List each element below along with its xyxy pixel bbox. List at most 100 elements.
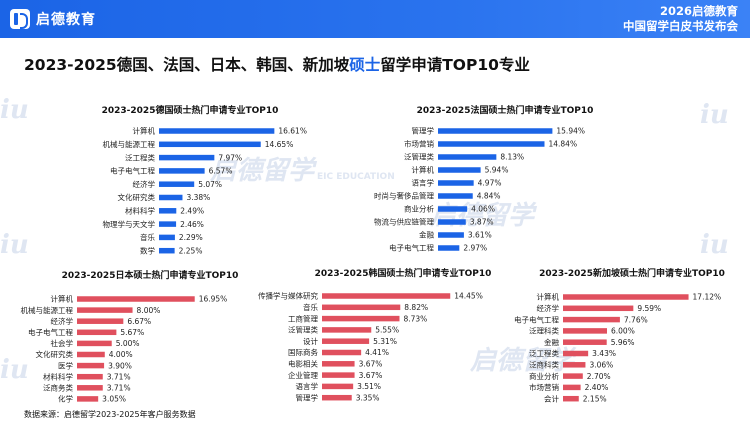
data-label: 5.67%: [120, 328, 144, 337]
data-label: 4.97%: [478, 179, 502, 188]
bar: [322, 394, 352, 401]
category-label: 医学: [58, 360, 73, 370]
category-label: 物流与供应链管理: [374, 217, 434, 227]
data-label: 2.29%: [179, 233, 203, 242]
category-label: 会计: [544, 393, 559, 403]
category-label: 电子电气工程: [28, 327, 73, 337]
bar: [322, 315, 400, 322]
category-label: 文化研究类: [118, 192, 156, 202]
data-label: 5.94%: [485, 166, 509, 175]
chart-title: 2023-2025日本硕士热门申请专业TOP10: [62, 269, 239, 281]
bar: [563, 395, 579, 402]
bar: [563, 328, 607, 334]
category-label: 音乐: [140, 232, 155, 242]
bar: [322, 304, 401, 311]
category-label: 企业管理: [288, 370, 318, 380]
chart-4: 2023-2025新加坡硕士热门申请专业TOP10 计算机 17.12% 经济学 9.5…: [514, 267, 725, 403]
category-label: 商业分析: [529, 371, 559, 381]
data-label: 4.41%: [365, 348, 389, 357]
category-label: 音乐: [303, 302, 318, 312]
chart-title: 2023-2025德国硕士热门申请专业TOP10: [102, 104, 279, 116]
category-label: 管理学: [296, 392, 319, 402]
category-label: 社会学: [51, 338, 74, 348]
chart-3: 2023-2025韩国硕士热门申请专业TOP10 传播学与媒体研究 14.45% 音乐…: [258, 267, 491, 402]
data-label: 17.12%: [693, 293, 722, 302]
data-label: 6.57%: [209, 167, 233, 176]
brand-logo-icon: [10, 9, 30, 29]
data-label: 14.84%: [548, 140, 577, 149]
chart-title: 2023-2025法国硕士热门申请专业TOP10: [417, 104, 594, 116]
bar: [438, 193, 473, 199]
category-label: 计算机: [51, 294, 74, 304]
chart-0: 2023-2025德国硕士热门申请专业TOP10 计算机 16.61% 机械与能源工程…: [102, 104, 307, 255]
data-label: 3.51%: [357, 382, 381, 391]
category-label: 电子电气工程: [389, 243, 434, 253]
bar: [322, 293, 451, 299]
bar: [159, 208, 177, 214]
category-label: 管理学: [412, 126, 435, 136]
category-label: 经济学: [51, 316, 74, 326]
data-label: 16.95%: [199, 295, 228, 304]
bar: [563, 362, 586, 368]
data-label: 3.67%: [359, 360, 383, 369]
data-label: 5.00%: [116, 339, 140, 348]
category-label: 语言学: [296, 381, 319, 391]
category-label: 经济学: [133, 179, 156, 189]
category-label: 时尚与奢侈品管理: [374, 191, 434, 201]
data-label: 7.97%: [218, 153, 242, 162]
category-label: 泛商科类: [529, 360, 559, 370]
category-label: 电子电气工程: [514, 314, 559, 324]
category-label: 语言学: [412, 178, 435, 188]
data-label: 16.61%: [278, 127, 307, 136]
bar: [563, 305, 634, 312]
chart-title: 2023-2025韩国硕士热门申请专业TOP10: [315, 267, 492, 279]
data-label: 2.49%: [180, 207, 204, 216]
category-label: 工商管理: [288, 313, 318, 323]
bar: [77, 351, 105, 358]
category-label: 电影相关: [288, 359, 318, 369]
bar: [77, 307, 133, 313]
category-label: 文化研究类: [36, 349, 74, 359]
category-label: 国际商务: [288, 347, 318, 357]
category-label: 传播学与媒体研究: [258, 291, 318, 301]
bar: [563, 294, 689, 300]
event-title: 2026启德教育 中国留学白皮书发布会: [623, 4, 738, 34]
category-label: 市场营销: [529, 382, 559, 392]
bar: [322, 327, 372, 333]
category-label: 物理学与天文学: [103, 219, 156, 229]
bar: [77, 373, 103, 380]
category-label: 计算机: [133, 126, 156, 136]
bar: [438, 167, 481, 173]
data-label: 3.67%: [359, 371, 383, 380]
header-bar: 启德教育 2026启德教育 中国留学白皮书发布会: [0, 0, 750, 38]
data-label: 15.94%: [556, 127, 585, 136]
bar: [77, 362, 105, 369]
bar: [322, 349, 362, 356]
category-label: 经济学: [537, 303, 560, 313]
category-label: 泛管理类: [404, 152, 434, 162]
data-label: 6.67%: [127, 317, 151, 326]
data-label: 4.06%: [471, 205, 495, 214]
data-label: 7.76%: [624, 315, 648, 324]
data-label: 2.97%: [463, 244, 487, 253]
data-label: 8.73%: [403, 314, 427, 323]
category-label: 计算机: [412, 165, 435, 175]
category-label: 泛理科类: [529, 326, 559, 336]
data-label: 6.00%: [611, 327, 635, 336]
bar: [438, 245, 460, 251]
data-label: 4.84%: [477, 192, 501, 201]
data-label: 2.15%: [583, 394, 607, 403]
data-label: 5.31%: [373, 337, 397, 346]
category-label: 机械与能源工程: [21, 305, 74, 315]
bar: [438, 206, 468, 212]
bar: [438, 128, 553, 134]
page-title-highlight: 硕士: [349, 56, 381, 74]
data-label: 5.96%: [611, 338, 635, 347]
data-label: 2.46%: [180, 220, 204, 229]
category-label: 金融: [544, 337, 559, 347]
data-label: 3.71%: [107, 384, 131, 393]
bar: [77, 396, 99, 402]
bar: [159, 194, 183, 201]
bar: [159, 141, 261, 148]
data-label: 2.40%: [585, 383, 609, 392]
